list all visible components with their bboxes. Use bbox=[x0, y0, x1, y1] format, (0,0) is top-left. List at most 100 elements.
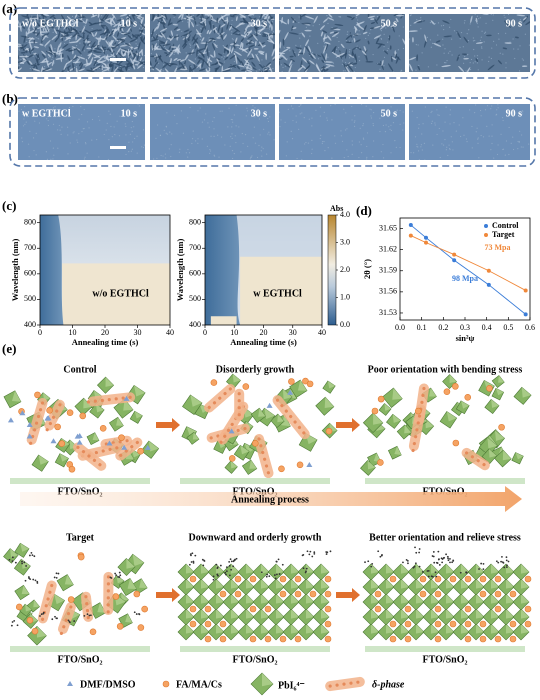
cation bbox=[118, 434, 125, 441]
grain bbox=[301, 32, 306, 38]
scale-bar bbox=[110, 146, 126, 149]
grain bbox=[179, 68, 188, 71]
grain bbox=[232, 29, 239, 35]
additive bbox=[133, 611, 141, 616]
speck bbox=[347, 155, 349, 158]
additive-atom bbox=[13, 619, 16, 622]
cation bbox=[415, 407, 422, 415]
stage-arrow bbox=[336, 418, 360, 432]
speck bbox=[291, 138, 294, 140]
speck bbox=[165, 47, 167, 49]
delta-bead bbox=[415, 428, 419, 432]
cation bbox=[434, 635, 442, 643]
additive-atom bbox=[25, 565, 28, 567]
speck bbox=[256, 70, 258, 72]
speck bbox=[299, 113, 301, 115]
delta-bead bbox=[55, 409, 59, 413]
speck bbox=[189, 43, 191, 45]
grain bbox=[21, 15, 29, 18]
octahedron-face bbox=[201, 609, 209, 619]
grain bbox=[497, 60, 503, 65]
additive-atom bbox=[379, 555, 382, 558]
octahedron-face bbox=[461, 579, 469, 589]
speck bbox=[224, 56, 226, 58]
speck bbox=[386, 41, 389, 43]
grain bbox=[247, 34, 254, 39]
octahedron bbox=[452, 608, 470, 626]
cation bbox=[464, 575, 472, 583]
octahedron bbox=[177, 608, 195, 626]
speck bbox=[324, 150, 326, 152]
delta-bead bbox=[40, 401, 45, 405]
speck bbox=[28, 156, 30, 158]
y-axis-label: Wavelength (nm) bbox=[10, 239, 20, 302]
octahedron-face bbox=[431, 564, 439, 574]
x-tick-label: 40 bbox=[166, 328, 174, 337]
additive-atom bbox=[441, 558, 444, 560]
speck bbox=[341, 140, 344, 142]
speck bbox=[191, 138, 194, 140]
speck bbox=[395, 146, 397, 149]
octahedron-face bbox=[506, 624, 514, 634]
speck bbox=[135, 39, 137, 41]
speck bbox=[493, 40, 495, 42]
cation bbox=[249, 605, 257, 613]
legend-label: Target bbox=[492, 230, 515, 239]
delta-bead bbox=[264, 464, 269, 468]
additive-atom bbox=[329, 550, 332, 553]
octahedron-face bbox=[201, 579, 209, 589]
grain bbox=[119, 14, 128, 17]
octahedron bbox=[512, 608, 530, 626]
speck bbox=[469, 23, 471, 25]
octahedron-face bbox=[491, 624, 499, 634]
speck bbox=[379, 130, 381, 133]
speck bbox=[271, 21, 274, 23]
octahedron bbox=[362, 578, 380, 596]
speck bbox=[431, 42, 434, 44]
speck bbox=[474, 14, 476, 15]
solvent bbox=[123, 395, 130, 401]
speck bbox=[372, 156, 374, 158]
octahedron bbox=[297, 578, 315, 596]
grain bbox=[344, 48, 348, 59]
speck bbox=[436, 64, 438, 66]
speck bbox=[173, 16, 175, 19]
speck bbox=[91, 27, 93, 30]
speck bbox=[222, 45, 224, 47]
delta-phase bbox=[254, 434, 274, 479]
speck bbox=[230, 118, 232, 121]
speck bbox=[401, 69, 403, 71]
speck bbox=[246, 107, 248, 109]
additive-atom bbox=[482, 568, 485, 570]
speck bbox=[34, 120, 36, 122]
speck bbox=[252, 69, 254, 71]
octahedron-face bbox=[461, 624, 469, 634]
delta-bead bbox=[223, 434, 227, 438]
additive bbox=[302, 567, 308, 574]
cation bbox=[494, 590, 502, 598]
cation bbox=[204, 620, 212, 628]
grain bbox=[344, 62, 353, 68]
grain bbox=[208, 37, 216, 40]
solvent bbox=[287, 389, 294, 395]
speck bbox=[58, 44, 60, 46]
grain bbox=[18, 65, 20, 70]
delta-bead bbox=[420, 400, 424, 404]
grain bbox=[153, 16, 163, 20]
solvent bbox=[7, 417, 14, 423]
speck bbox=[84, 24, 86, 26]
heatmap-low bbox=[240, 256, 322, 325]
speck bbox=[279, 57, 281, 59]
grain bbox=[336, 52, 345, 58]
speck bbox=[431, 120, 433, 122]
grain bbox=[238, 64, 245, 68]
grain bbox=[280, 53, 288, 61]
speck bbox=[512, 38, 514, 40]
speck bbox=[114, 133, 116, 136]
grain bbox=[313, 15, 318, 24]
speck bbox=[388, 126, 390, 128]
speck bbox=[517, 148, 519, 150]
speck bbox=[256, 156, 259, 159]
octahedron-face bbox=[461, 564, 469, 574]
grain bbox=[141, 49, 144, 57]
